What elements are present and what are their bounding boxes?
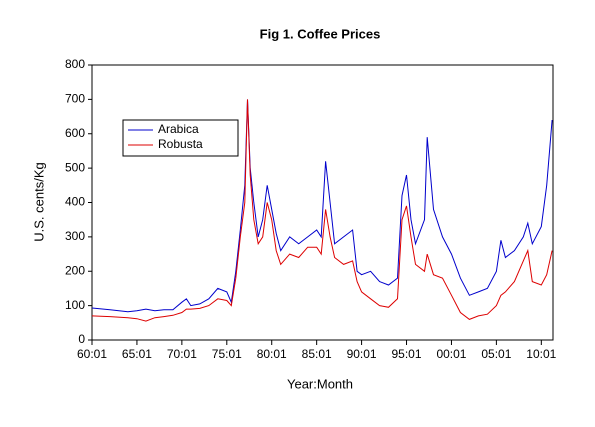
y-tick-label: 300: [65, 229, 85, 243]
y-tick-label: 500: [65, 160, 85, 174]
legend-label: Arabica: [158, 122, 199, 136]
y-tick-label: 0: [78, 332, 85, 346]
x-tick-label: 90:01: [347, 347, 377, 361]
x-tick-label: 70:01: [167, 347, 197, 361]
x-tick-label: 95:01: [392, 347, 422, 361]
x-tick-label: 60:01: [77, 347, 107, 361]
x-tick-label: 00:01: [436, 347, 466, 361]
chart-title: Fig 1. Coffee Prices: [260, 26, 381, 41]
y-tick-label: 700: [65, 92, 85, 106]
y-axis-label: U.S. cents/Kg: [31, 162, 46, 241]
legend-label: Robusta: [158, 137, 203, 151]
y-tick-label: 100: [65, 298, 85, 312]
x-tick-label: 85:01: [302, 347, 332, 361]
y-tick-label: 200: [65, 263, 85, 277]
y-tick-label: 400: [65, 195, 85, 209]
x-tick-label: 05:01: [481, 347, 511, 361]
y-tick-label: 800: [65, 57, 85, 71]
series-line: [91, 99, 553, 322]
legend-box: [122, 119, 239, 157]
x-tick-label: 65:01: [122, 347, 152, 361]
x-tick-label: 75:01: [212, 347, 242, 361]
x-tick-label: 80:01: [257, 347, 287, 361]
series-line: [91, 99, 553, 313]
x-axis-label: Year:Month: [287, 376, 353, 391]
x-tick-label: 10:01: [526, 347, 556, 361]
y-tick-label: 600: [65, 126, 85, 140]
